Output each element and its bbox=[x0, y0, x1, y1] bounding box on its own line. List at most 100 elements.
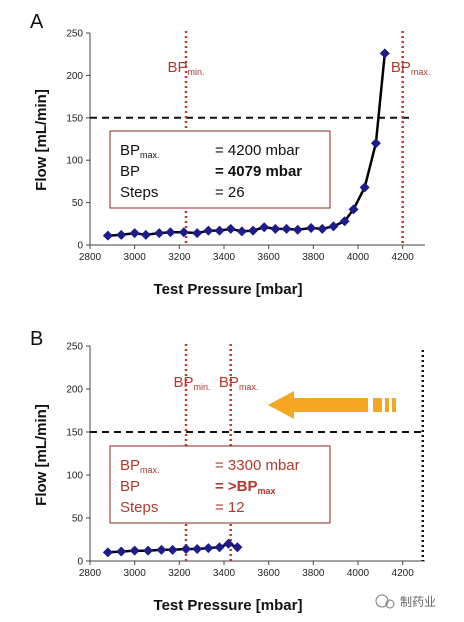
info-value: = 12 bbox=[215, 499, 245, 516]
y-tick-label: 150 bbox=[66, 113, 83, 124]
data-point bbox=[214, 225, 225, 236]
x-tick-label: 3800 bbox=[302, 568, 325, 579]
panel-a-letter: A bbox=[30, 11, 44, 33]
x-tick-label: 3400 bbox=[213, 568, 236, 579]
data-point bbox=[348, 204, 359, 215]
data-point bbox=[102, 547, 113, 558]
info-box-frame bbox=[109, 445, 331, 524]
x-tick-label: 3200 bbox=[168, 252, 191, 263]
panel-b-axes bbox=[86, 345, 425, 565]
panel-b-tick-labels: 0 50 100 150 200 250 2800 3000 3200 3400 3600 3800 4… bbox=[66, 342, 414, 580]
data-point bbox=[167, 544, 178, 555]
data-point bbox=[203, 225, 214, 236]
panel-b-bp-lines bbox=[184, 344, 425, 561]
data-point bbox=[236, 226, 247, 237]
panel-a-axes bbox=[86, 32, 425, 249]
watermark: 制药业 bbox=[375, 594, 436, 609]
data-point bbox=[225, 223, 236, 234]
info-label: BP bbox=[120, 478, 140, 495]
x-tick-label: 3600 bbox=[258, 252, 281, 263]
x-tick-label: 4200 bbox=[392, 252, 415, 263]
data-point bbox=[232, 542, 243, 553]
data-point bbox=[370, 138, 381, 149]
data-point bbox=[317, 223, 328, 234]
y-tick-label: 50 bbox=[72, 198, 84, 209]
y-tick-label: 200 bbox=[66, 71, 83, 82]
data-point bbox=[223, 538, 234, 549]
data-point bbox=[359, 182, 370, 193]
watermark-text: 制药业 bbox=[400, 595, 436, 609]
panel-a-bp-labels: BPmin. BPmax. bbox=[168, 59, 431, 77]
arrow-dash-2 bbox=[385, 398, 389, 412]
data-point bbox=[116, 546, 127, 557]
data-point bbox=[214, 542, 225, 553]
y-tick-label: 0 bbox=[77, 241, 83, 252]
data-point bbox=[379, 48, 390, 59]
x-tick-label: 2800 bbox=[79, 252, 102, 263]
y-tick-label: 100 bbox=[66, 471, 83, 482]
data-point bbox=[116, 229, 127, 240]
info-label: Steps bbox=[120, 499, 158, 516]
data-point bbox=[306, 223, 317, 234]
info-value: = 3300 mbar bbox=[215, 457, 300, 474]
data-point bbox=[129, 228, 140, 239]
watermark-logo-icon bbox=[375, 594, 389, 608]
arrow-dash-1 bbox=[373, 398, 382, 412]
data-point bbox=[328, 221, 339, 232]
bp-label-max: BPmax. bbox=[391, 59, 431, 77]
panel-b-letter: B bbox=[30, 328, 43, 350]
panel-b-series bbox=[102, 538, 243, 558]
panel-b-bp-labels: BPmin. BPmax. bbox=[174, 374, 259, 392]
panel-a: A BPmin. BPmax. BPmax. = 4200 mbar BP = 4079… bbox=[30, 11, 430, 298]
data-point bbox=[259, 222, 270, 233]
x-tick-label: 4200 bbox=[392, 568, 415, 579]
y-tick-label: 200 bbox=[66, 385, 83, 396]
panel-a-tick-labels: 0 50 100 150 200 250 2800 3000 3200 3400 3600 3800 4… bbox=[66, 29, 414, 264]
panel-b-info-box: BPmax. = 3300 mbar BP = >BPmax Steps = 12 bbox=[109, 445, 331, 524]
arrow-dash-3 bbox=[392, 398, 396, 412]
panel-a-info-box: BPmax. = 4200 mbar BP = 4079 mbar Steps = 26 bbox=[109, 130, 331, 209]
info-label: BPmax. bbox=[120, 457, 160, 475]
y-tick-label: 100 bbox=[66, 156, 83, 167]
panel-a-y-axis-title: Flow [mL/min] bbox=[33, 89, 50, 191]
info-value: = 26 bbox=[215, 184, 245, 201]
info-label: BPmax. bbox=[120, 142, 160, 160]
x-tick-label: 3800 bbox=[302, 252, 325, 263]
y-tick-label: 250 bbox=[66, 29, 83, 40]
data-point bbox=[143, 545, 154, 556]
bp-label-min: BPmin. bbox=[174, 374, 211, 392]
data-point bbox=[129, 545, 140, 556]
data-point bbox=[192, 228, 203, 239]
y-tick-label: 0 bbox=[77, 557, 83, 568]
bp-label-max: BPmax. bbox=[219, 374, 259, 392]
data-point bbox=[140, 229, 151, 240]
panel-b: B BPmin. BPmax. BPmax. = 3300 mbar BP = >BPm… bbox=[30, 328, 425, 614]
data-point bbox=[165, 227, 176, 238]
panel-a-series bbox=[102, 48, 390, 241]
x-tick-label: 3000 bbox=[124, 568, 147, 579]
info-box-frame bbox=[109, 130, 331, 209]
data-point bbox=[248, 225, 259, 236]
x-tick-label: 3200 bbox=[168, 568, 191, 579]
data-point bbox=[292, 224, 303, 235]
y-tick-label: 50 bbox=[72, 514, 84, 525]
data-point bbox=[281, 223, 292, 234]
info-value: = 4200 mbar bbox=[215, 142, 300, 159]
x-tick-label: 4000 bbox=[347, 252, 370, 263]
x-tick-label: 3400 bbox=[213, 252, 236, 263]
y-tick-label: 150 bbox=[66, 428, 83, 439]
arrow-shape bbox=[268, 391, 368, 419]
panel-b-y-axis-title: Flow [mL/min] bbox=[33, 404, 50, 506]
x-tick-label: 4000 bbox=[347, 568, 370, 579]
panel-b-x-axis-title: Test Pressure [mbar] bbox=[154, 597, 303, 614]
data-point bbox=[102, 230, 113, 241]
data-point bbox=[270, 223, 281, 234]
panel-a-x-axis-title: Test Pressure [mbar] bbox=[154, 281, 303, 298]
x-tick-label: 2800 bbox=[79, 568, 102, 579]
bp-label-min: BPmin. bbox=[168, 59, 205, 77]
info-value: = 4079 mbar bbox=[215, 163, 302, 180]
data-point bbox=[178, 227, 189, 238]
info-label: Steps bbox=[120, 184, 158, 201]
data-point bbox=[203, 543, 214, 554]
